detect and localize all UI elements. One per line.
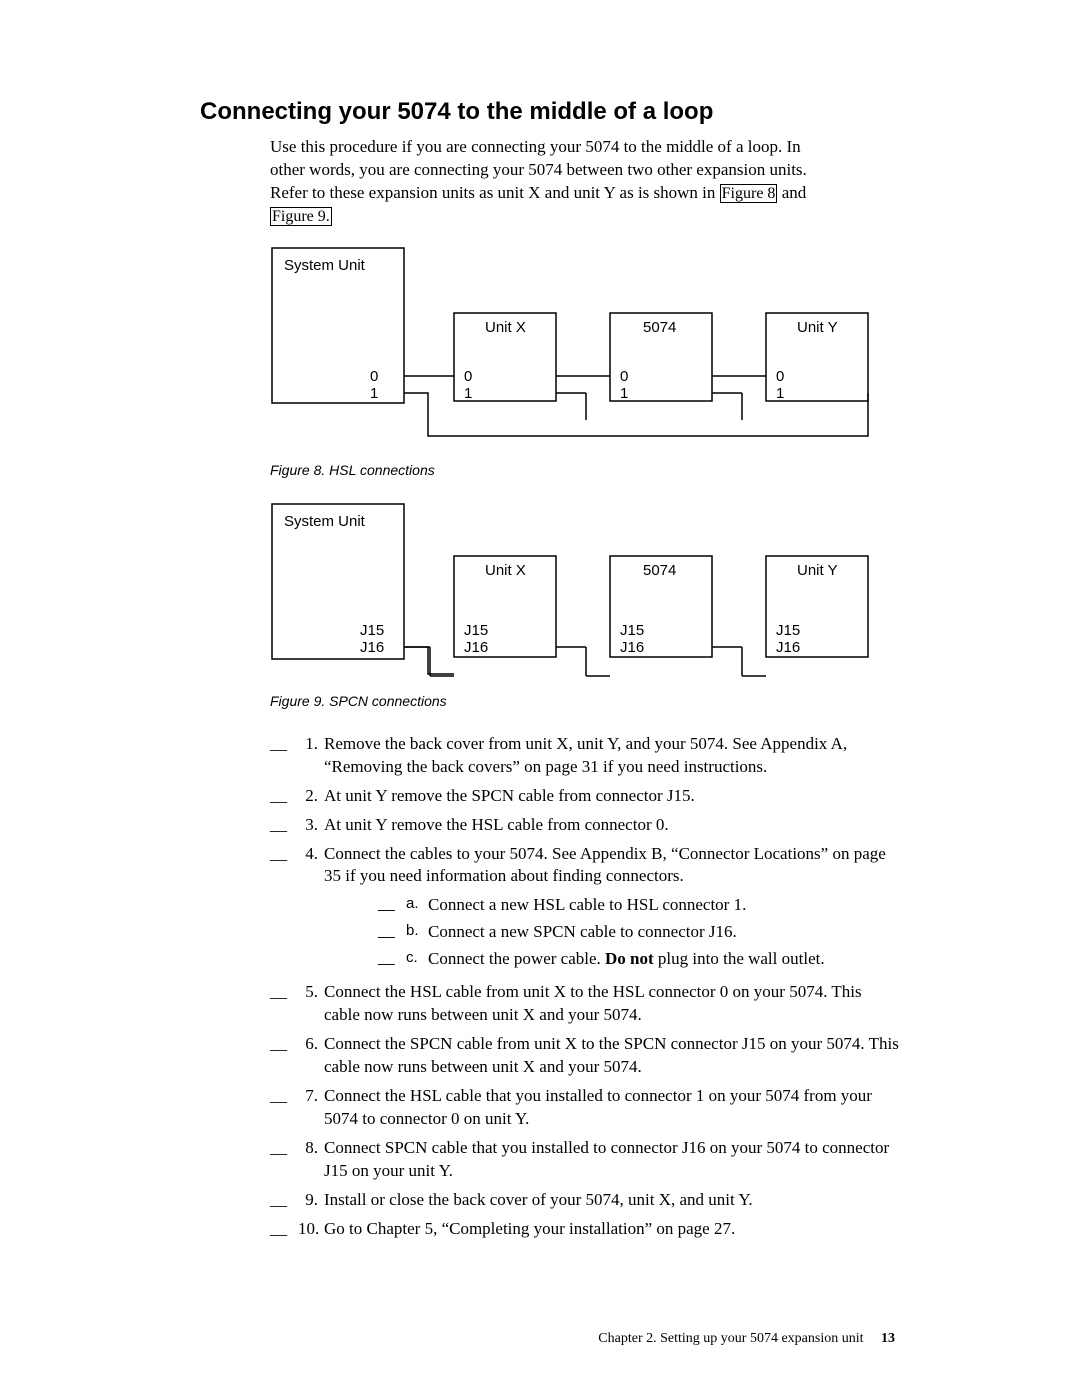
fig9-unitx-label: Unit X bbox=[485, 562, 526, 579]
step-4c: __ c. Connect the power cable. Do not pl… bbox=[378, 948, 900, 971]
svg-text:J16: J16 bbox=[464, 639, 488, 656]
step-2: __ 2. At unit Y remove the SPCN cable fr… bbox=[270, 785, 900, 808]
svg-text:1: 1 bbox=[370, 385, 378, 402]
figure9-caption: Figure 9. SPCN connections bbox=[270, 693, 900, 709]
figure9-link[interactable]: Figure 9. bbox=[270, 207, 332, 226]
step-8: __ 8. Connect SPCN cable that you instal… bbox=[270, 1137, 900, 1183]
step-9: __ 9. Install or close the back cover of… bbox=[270, 1189, 900, 1212]
fig8-system-unit-label: System Unit bbox=[284, 257, 366, 274]
step-number: 1. bbox=[298, 733, 324, 779]
intro-line1: Use this procedure if you are connecting… bbox=[270, 137, 801, 156]
svg-text:J15: J15 bbox=[620, 622, 644, 639]
step-5: __ 5. Connect the HSL cable from unit X … bbox=[270, 981, 900, 1027]
svg-text:0: 0 bbox=[370, 368, 378, 385]
step-1: __ 1. Remove the back cover from unit X,… bbox=[270, 733, 900, 779]
svg-text:0: 0 bbox=[776, 368, 784, 385]
step-4: __ 4. Connect the cables to your 5074. S… bbox=[270, 843, 900, 976]
svg-text:1: 1 bbox=[776, 385, 784, 402]
checkbox: __ bbox=[270, 733, 298, 779]
fig9-unity-label: Unit Y bbox=[797, 562, 838, 579]
svg-text:0: 0 bbox=[620, 368, 628, 385]
svg-text:0: 0 bbox=[464, 368, 472, 385]
svg-text:J16: J16 bbox=[620, 639, 644, 656]
intro-paragraph: Use this procedure if you are connecting… bbox=[270, 136, 900, 228]
fig8-unity-label: Unit Y bbox=[797, 319, 838, 336]
svg-text:1: 1 bbox=[620, 385, 628, 402]
figure8-link[interactable]: Figure 8 bbox=[720, 184, 778, 203]
fig8-unitx-label: Unit X bbox=[485, 319, 526, 336]
step-3: __ 3. At unit Y remove the HSL cable fro… bbox=[270, 814, 900, 837]
procedure-steps: __ 1. Remove the back cover from unit X,… bbox=[270, 733, 900, 1241]
step-4b: __ b. Connect a new SPCN cable to connec… bbox=[378, 921, 900, 944]
svg-text:J15: J15 bbox=[776, 622, 800, 639]
svg-text:1: 1 bbox=[464, 385, 472, 402]
intro-line2: other words, you are connecting your 507… bbox=[270, 160, 807, 179]
footer-page-number: 13 bbox=[881, 1331, 895, 1346]
svg-text:J16: J16 bbox=[776, 639, 800, 656]
fig9-system-unit-label: System Unit bbox=[284, 513, 366, 530]
section-title: Connecting your 5074 to the middle of a … bbox=[200, 98, 900, 126]
step-10: __ 10. Go to Chapter 5, “Completing your… bbox=[270, 1218, 900, 1241]
svg-text:J16: J16 bbox=[360, 639, 384, 656]
step-7: __ 7. Connect the HSL cable that you ins… bbox=[270, 1085, 900, 1131]
intro-line3a: Refer to these expansion units as unit X… bbox=[270, 183, 720, 202]
svg-text:J15: J15 bbox=[360, 622, 384, 639]
fig8-5074-label: 5074 bbox=[643, 319, 676, 336]
figure8-diagram: System Unit 0 1 Unit X 0 1 5074 0 1 Unit… bbox=[270, 246, 900, 456]
step-6: __ 6. Connect the SPCN cable from unit X… bbox=[270, 1033, 900, 1079]
step-text: Remove the back cover from unit X, unit … bbox=[324, 733, 900, 779]
intro-line3b: and bbox=[777, 183, 806, 202]
svg-text:J15: J15 bbox=[464, 622, 488, 639]
step-4a: __ a. Connect a new HSL cable to HSL con… bbox=[378, 894, 900, 917]
footer-chapter: Chapter 2. Setting up your 5074 expansio… bbox=[598, 1331, 863, 1346]
figure8-caption: Figure 8. HSL connections bbox=[270, 462, 900, 478]
figure9-diagram: System Unit J15 J16 Unit X J15 J16 5074 … bbox=[270, 502, 900, 687]
fig9-5074-label: 5074 bbox=[643, 562, 676, 579]
page-footer: Chapter 2. Setting up your 5074 expansio… bbox=[598, 1331, 895, 1347]
